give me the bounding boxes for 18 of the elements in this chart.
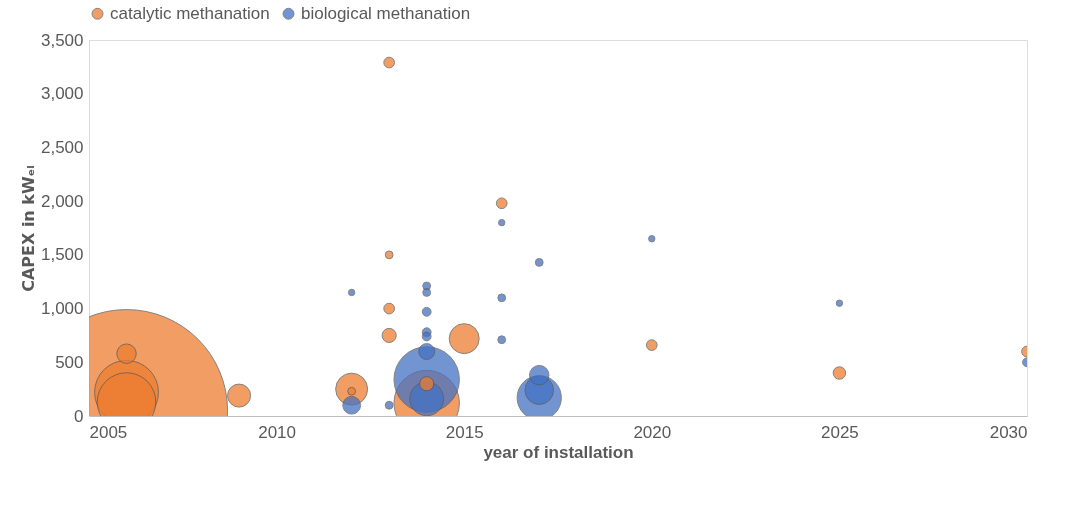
y-tick-label: 2,500 — [40, 137, 84, 157]
x-tick-label: 2020 — [633, 422, 672, 442]
x-tick-label: 2025 — [820, 422, 859, 442]
legend-label: catalytic methanation — [110, 3, 270, 23]
x-tick-label: 2030 — [989, 422, 1028, 442]
y-tick-label: 500 — [55, 352, 84, 372]
x-tick-label: 2015 — [445, 422, 484, 442]
x-tick-label: 2005 — [89, 422, 128, 442]
y-tick-label: 3,500 — [40, 30, 84, 50]
y-tick-label: 0 — [74, 406, 84, 426]
y-tick-label: 2,000 — [40, 191, 84, 211]
y-tick-label: 1,500 — [40, 245, 84, 265]
y-axis-title: CAPEX in kWₑₗ — [18, 165, 38, 292]
x-axis-title: year of installation — [483, 442, 634, 462]
x-tick-label: 2010 — [258, 422, 297, 442]
y-tick-label: 1,000 — [40, 299, 84, 319]
legend-label: biological methanation — [301, 3, 471, 23]
y-tick-label: 3,000 — [40, 84, 84, 104]
